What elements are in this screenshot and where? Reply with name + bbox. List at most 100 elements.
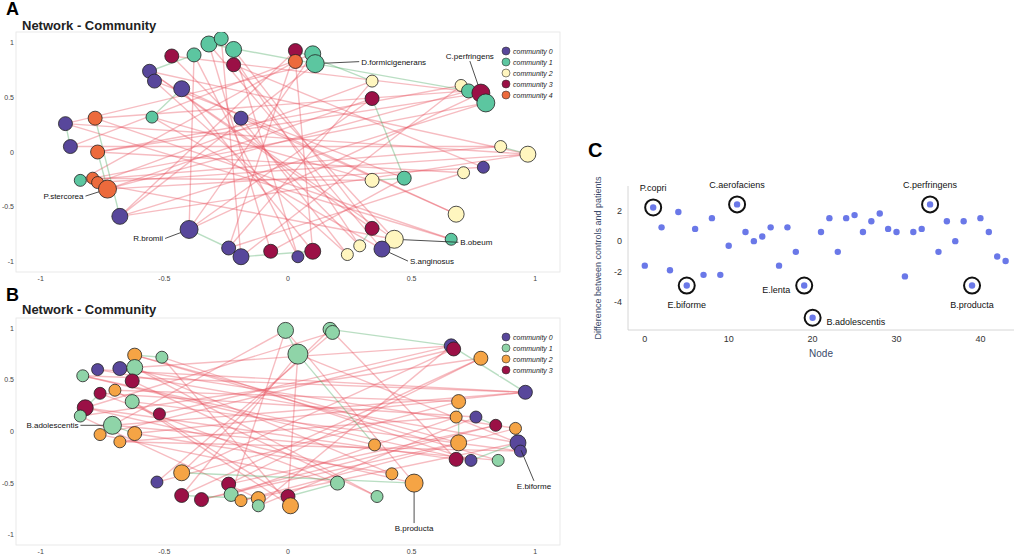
edge: [152, 117, 382, 249]
edge: [330, 329, 451, 346]
legend-swatch: [502, 344, 510, 352]
annotation: P.stercorea: [44, 192, 84, 201]
point: [843, 215, 849, 221]
node: [125, 374, 139, 388]
legend-swatch: [502, 69, 510, 77]
node: [452, 395, 466, 409]
edge: [182, 473, 414, 483]
point: [734, 201, 740, 207]
edge: [135, 434, 392, 474]
leader-line: [414, 492, 415, 523]
legend-swatch: [502, 58, 510, 66]
point: [835, 249, 841, 255]
point: [910, 229, 916, 235]
node: [492, 454, 504, 466]
node: [74, 174, 86, 186]
node: [175, 488, 189, 502]
point: [944, 218, 950, 224]
annotation: B.adolescentis: [827, 317, 886, 327]
node: [151, 476, 163, 488]
point: [650, 204, 656, 210]
node: [114, 436, 126, 448]
background: [0, 0, 1020, 560]
x-tick-label: 1: [533, 275, 537, 282]
point: [969, 282, 975, 288]
x-tick-label: 30: [892, 334, 902, 344]
edge: [182, 89, 313, 252]
node: [226, 41, 242, 57]
y-tick-label: 0: [10, 428, 14, 435]
node: [103, 416, 121, 434]
y-axis-line: [628, 186, 629, 330]
node: [146, 111, 158, 123]
node: [474, 351, 488, 365]
x-tick-label: 0: [286, 548, 290, 555]
node: [514, 445, 526, 457]
chart-title: Network - Community: [22, 302, 157, 317]
edge: [150, 71, 395, 239]
y-tick-label: 0: [10, 149, 14, 156]
point: [709, 215, 715, 221]
node: [449, 452, 463, 466]
annotation: C.perfringens: [446, 52, 494, 61]
annotations: D.formicigeneransC.perfringensP.stercore…: [44, 52, 494, 266]
node: [450, 411, 462, 423]
node: [58, 117, 72, 131]
network-panel: -1-0.500.51-1-0.500.51D.formicigeneransC…: [2, 0, 560, 282]
point: [692, 226, 698, 232]
point: [935, 249, 941, 255]
plot-frame: [16, 318, 560, 545]
annotation: B.obeum: [460, 238, 492, 247]
y-axis-label: Difference between controls and patients: [593, 176, 603, 339]
highlight-ring: [645, 199, 661, 215]
legend-label: community 0: [513, 334, 553, 342]
node: [94, 387, 106, 399]
node: [490, 419, 502, 431]
node: [128, 427, 142, 441]
node: [405, 474, 423, 492]
node: [386, 468, 398, 480]
node: [147, 74, 161, 88]
edge: [234, 65, 395, 240]
highlight-ring: [922, 196, 938, 212]
point: [918, 226, 924, 232]
node: [109, 384, 121, 396]
point: [952, 238, 958, 244]
node: [470, 411, 482, 423]
edge: [182, 354, 298, 495]
node: [227, 58, 241, 72]
highlight-ring: [964, 278, 980, 294]
node: [465, 454, 477, 466]
point: [675, 209, 681, 215]
panel-label: A: [6, 0, 19, 19]
y-tick-label: -2: [614, 267, 622, 277]
point: [986, 229, 992, 235]
node: [374, 241, 390, 257]
node: [74, 410, 86, 422]
annotation: E.biforme: [667, 300, 706, 310]
point: [927, 201, 933, 207]
point: [893, 229, 899, 235]
legend-swatch: [502, 366, 510, 374]
node: [92, 364, 104, 376]
point: [784, 224, 790, 230]
node: [458, 167, 470, 179]
y-tick-label: 0.5: [4, 94, 14, 101]
edge: [85, 408, 414, 483]
edge: [241, 118, 456, 214]
annotation: C.perfringens: [903, 180, 958, 190]
node: [365, 221, 379, 235]
scatter-panel: 010203040-4-202NodeDifference between co…: [588, 139, 1014, 359]
node: [156, 351, 168, 363]
legend-label: community 3: [513, 81, 553, 89]
legend-label: community 1: [513, 345, 553, 353]
point: [793, 249, 799, 255]
node: [234, 111, 248, 125]
node: [94, 429, 106, 441]
annotations: P.copriE.biformeC.aerofaciensE.lentaB.ad…: [640, 180, 994, 326]
node: [292, 251, 304, 263]
point: [667, 267, 673, 273]
nodes: [74, 322, 532, 513]
x-tick-label: -1: [38, 275, 44, 282]
legend-background: [499, 44, 557, 101]
